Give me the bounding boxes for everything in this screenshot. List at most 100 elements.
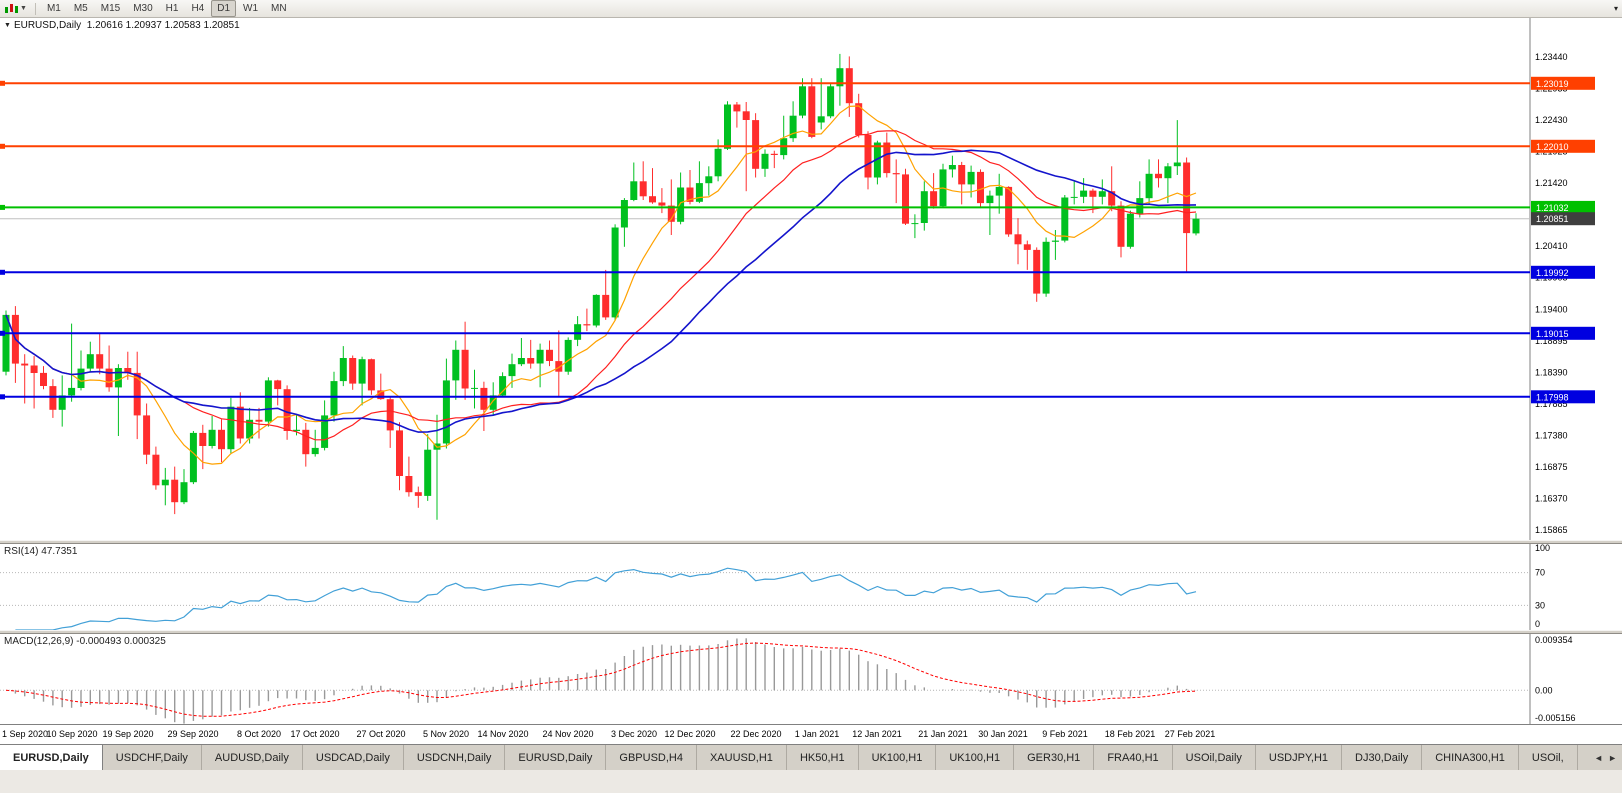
chart-title: ▼ EURUSD,Daily 1.20616 1.20937 1.20583 1.… [4, 20, 240, 31]
tab-usdchf-daily[interactable]: USDCHF,Daily [103, 745, 202, 770]
rsi-label: RSI(14) 47.7351 [4, 546, 77, 557]
horizontal-line-1.23019[interactable] [0, 80, 1530, 86]
timeframe-m5[interactable]: M5 [73, 3, 88, 14]
svg-text:1.19015: 1.19015 [1536, 329, 1569, 339]
date-label: 27 Oct 2020 [356, 729, 406, 739]
date-label: 1 Sep 2020 [2, 729, 49, 739]
price-chart-canvas[interactable]: 1.234401.229351.224301.219251.214201.209… [0, 18, 1622, 540]
timeframe-h1[interactable]: H1 [165, 3, 179, 14]
svg-text:1.21032: 1.21032 [1536, 203, 1569, 213]
svg-text:0.009354: 0.009354 [1535, 635, 1573, 645]
timeframe-w1[interactable]: W1 [243, 3, 259, 14]
tab-usdjpy-h1[interactable]: USDJPY,H1 [1256, 745, 1343, 770]
price-badge-1.19015: 1.19015 [1531, 326, 1595, 340]
timeframe-m30[interactable]: M30 [133, 3, 153, 14]
date-label: 17 Oct 2020 [290, 729, 340, 739]
chevron-down-icon: ▼ [20, 5, 27, 12]
tab-eurusd-daily[interactable]: EURUSD,Daily [505, 745, 607, 770]
main-chart-panel: 1.234401.229351.224301.219251.214201.209… [0, 18, 1622, 540]
price-badge-1.21032: 1.21032 [1531, 200, 1595, 214]
price-badge-1.23019: 1.23019 [1531, 76, 1595, 90]
rsi-panel: 100 70 30 0 RSI(14) 47.7351 [0, 544, 1622, 630]
timeframe-h4[interactable]: H4 [191, 3, 205, 14]
panel-splitter[interactable] [0, 540, 1622, 544]
toolbar-separator [34, 2, 36, 15]
date-label: 10 Sep 2020 [46, 729, 98, 739]
macd-label: MACD(12,26,9) -0.000493 0.000325 [4, 636, 166, 647]
price-badge-1.22010: 1.22010 [1531, 139, 1595, 153]
horizontal-line-1.21032[interactable] [0, 204, 1530, 210]
macd-signal-line [5, 642, 1197, 717]
date-label: 21 Jan 2021 [918, 729, 968, 739]
status-area [0, 770, 1622, 793]
svg-text:1.22430: 1.22430 [1535, 115, 1568, 125]
tab-ger30-h1[interactable]: GER30,H1 [1014, 745, 1095, 770]
svg-text:1.19400: 1.19400 [1535, 304, 1568, 314]
tab-usdcnh-daily[interactable]: USDCNH,Daily [404, 745, 506, 770]
tab-fra40-h1[interactable]: FRA40,H1 [1094, 745, 1173, 770]
rsi-value: 47.7351 [41, 546, 78, 557]
ma-line-8 [5, 105, 1197, 465]
tab-scroll-left-icon[interactable]: ◄ [1594, 752, 1604, 763]
tab-dj30-daily[interactable]: DJ30,Daily [1342, 745, 1423, 770]
timeframe-mn[interactable]: MN [271, 3, 287, 14]
date-label: 19 Sep 2020 [102, 729, 154, 739]
panel-splitter[interactable] [0, 630, 1622, 634]
macd-canvas[interactable]: 0.009354 0.00 -0.005156 [0, 634, 1622, 724]
date-label: 8 Oct 2020 [236, 729, 282, 739]
tab-hk50-h1[interactable]: HK50,H1 [787, 745, 859, 770]
svg-text:0: 0 [1535, 619, 1540, 629]
date-label: 27 Feb 2021 [1164, 729, 1216, 739]
svg-text:1.18895: 1.18895 [1535, 336, 1568, 346]
ma-line-20 [5, 130, 1197, 441]
macd-name: MACD(12,26,9) [4, 636, 74, 647]
time-axis[interactable]: 1 Sep 2020 10 Sep 2020 19 Sep 2020 29 Sep 2… [0, 724, 1622, 744]
date-label: 12 Jan 2021 [852, 729, 902, 739]
svg-text:0.00: 0.00 [1535, 685, 1553, 695]
tab-china300-h1[interactable]: CHINA300,H1 [1422, 745, 1519, 770]
triangle-down-icon: ▼ [4, 22, 11, 29]
date-label: 18 Feb 2021 [1104, 729, 1156, 739]
horizontal-line-1.19015[interactable] [0, 330, 1530, 336]
tab-usoil-daily[interactable]: USOil,Daily [1173, 745, 1256, 770]
tab-eurusd-daily[interactable]: EURUSD,Daily [0, 745, 103, 770]
tab-usoil[interactable]: USOil, [1519, 745, 1578, 770]
date-label: 9 Feb 2021 [1042, 729, 1088, 739]
svg-text:1.15865: 1.15865 [1535, 525, 1568, 535]
svg-text:1.22010: 1.22010 [1536, 142, 1569, 152]
tab-audusd-daily[interactable]: AUDUSD,Daily [202, 745, 303, 770]
ohlc-values: 1.20616 1.20937 1.20583 1.20851 [86, 20, 240, 31]
timeframe-d1[interactable]: D1 [211, 0, 237, 17]
svg-text:1.18390: 1.18390 [1535, 367, 1568, 377]
svg-text:1.16875: 1.16875 [1535, 462, 1568, 472]
date-label: 3 Dec 2020 [610, 729, 658, 739]
chart-type-icon[interactable]: ▼ [4, 3, 27, 15]
horizontal-line-1.17998[interactable] [0, 394, 1530, 400]
macd-histogram [14, 638, 1197, 724]
timeframe-m15[interactable]: M15 [100, 3, 121, 14]
tab-scroll-controls: ◄ ► [1589, 745, 1622, 770]
svg-text:-0.005156: -0.005156 [1535, 713, 1576, 723]
svg-text:1.19992: 1.19992 [1536, 268, 1569, 278]
svg-text:1.20851: 1.20851 [1536, 214, 1569, 224]
timeframe-toolbar: ▼ M1 M5 M15 M30 H1 H4 D1 W1 MN ▾ [0, 0, 1622, 18]
timeframe-m1[interactable]: M1 [46, 3, 61, 14]
svg-text:70: 70 [1535, 568, 1545, 578]
tab-scroll-right-icon[interactable]: ► [1608, 752, 1617, 763]
price-badge-1.20851: 1.20851 [1531, 212, 1595, 226]
tab-xauusd-h1[interactable]: XAUUSD,H1 [697, 745, 787, 770]
horizontal-line-1.19992[interactable] [0, 269, 1530, 275]
horizontal-line-1.22010[interactable] [0, 143, 1530, 149]
tab-uk100-h1[interactable]: UK100,H1 [859, 745, 937, 770]
tab-uk100-h1[interactable]: UK100,H1 [936, 745, 1015, 770]
symbol-period-label: EURUSD,Daily [13, 20, 82, 31]
ma-line-30 [5, 149, 1197, 433]
toolbar-overflow-icon[interactable]: ▾ [1613, 4, 1618, 13]
tab-usdcad-daily[interactable]: USDCAD,Daily [303, 745, 404, 770]
macd-values: -0.000493 0.000325 [76, 636, 166, 647]
date-label: 24 Nov 2020 [542, 729, 594, 739]
rsi-canvas[interactable]: 100 70 30 0 [0, 544, 1622, 630]
tab-gbpusd-h4[interactable]: GBPUSD,H4 [606, 745, 697, 770]
date-label: 5 Nov 2020 [422, 729, 470, 739]
